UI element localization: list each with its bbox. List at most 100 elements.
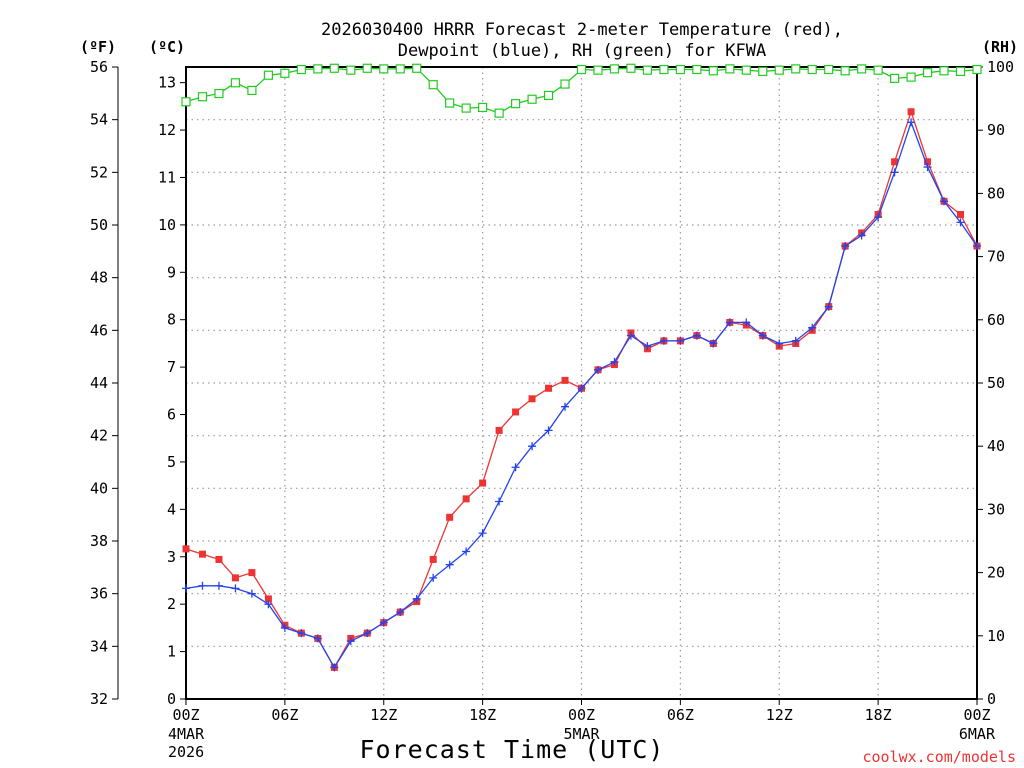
- data-point: [675, 64, 685, 75]
- data-point: [610, 357, 619, 366]
- data-point: [527, 94, 537, 104]
- x-tick-label: 00Z: [172, 706, 199, 724]
- data-point: [264, 600, 273, 609]
- x-tick-label: 18Z: [865, 706, 892, 724]
- data-point: [198, 550, 206, 558]
- data-point: [692, 331, 701, 340]
- data-point: [511, 463, 520, 472]
- x-tick-label: 00Z: [963, 706, 990, 724]
- data-point: [412, 63, 422, 73]
- data-point: [214, 88, 224, 99]
- y-tick-label-rh: 50: [987, 374, 1005, 392]
- data-point: [758, 331, 767, 340]
- y-tick-label-fahrenheit: 40: [90, 479, 108, 497]
- data-point: [379, 64, 389, 74]
- data-point: [362, 63, 372, 73]
- x-date-label: 2026: [168, 743, 204, 761]
- y-tick-label-rh: 30: [987, 500, 1005, 518]
- y-tick-label-celsius: 12: [158, 121, 176, 139]
- y-tick-label-celsius: 7: [167, 358, 176, 376]
- data-point: [478, 529, 487, 538]
- data-point: [445, 98, 455, 108]
- data-point: [824, 64, 834, 75]
- y-tick-label-celsius: 4: [167, 500, 176, 518]
- data-point: [544, 426, 553, 435]
- data-point: [708, 66, 718, 76]
- y-tick-label-rh: 70: [987, 248, 1005, 266]
- y-tick-label-fahrenheit: 34: [90, 637, 108, 655]
- y-tick-label-celsius: 6: [167, 406, 176, 424]
- y-tick-label-fahrenheit: 54: [90, 111, 108, 129]
- y-tick-label-rh: 10: [987, 627, 1005, 645]
- data-point: [626, 331, 635, 340]
- data-point: [907, 118, 916, 127]
- y-tick-label-celsius: 5: [167, 453, 176, 471]
- data-point: [479, 479, 487, 487]
- data-point: [807, 64, 817, 75]
- data-point: [676, 336, 685, 345]
- data-point: [461, 103, 471, 113]
- data-point: [891, 158, 899, 166]
- y-tick-label-celsius: 8: [167, 311, 176, 329]
- data-point: [758, 66, 768, 77]
- data-point: [560, 79, 570, 89]
- y-tick-label-fahrenheit: 32: [90, 690, 108, 708]
- data-point: [890, 168, 899, 177]
- data-point: [956, 218, 965, 227]
- data-point: [725, 64, 735, 74]
- data-point: [873, 65, 883, 75]
- data-point: [462, 495, 470, 503]
- data-point: [329, 63, 339, 73]
- x-date-label: 5MAR: [563, 725, 600, 743]
- series-dewpoint: [182, 118, 981, 672]
- credit-link[interactable]: coolwx.com/models: [862, 748, 1016, 766]
- data-point: [247, 589, 256, 598]
- data-point: [922, 68, 933, 78]
- data-point: [957, 210, 965, 218]
- data-point: [478, 102, 488, 113]
- data-point: [907, 108, 915, 116]
- x-tick-label: 00Z: [568, 706, 595, 724]
- data-point: [215, 555, 223, 563]
- y-tick-label-fahrenheit: 42: [90, 427, 108, 445]
- data-point: [231, 574, 239, 582]
- data-point: [230, 78, 241, 88]
- data-point: [247, 85, 257, 95]
- y-tick-label-fahrenheit: 38: [90, 532, 108, 550]
- data-point: [939, 66, 949, 76]
- data-point: [890, 73, 900, 83]
- data-point: [198, 581, 207, 590]
- data-point: [973, 242, 981, 251]
- x-tick-label: 12Z: [370, 706, 397, 724]
- data-point: [741, 65, 751, 75]
- data-series: [181, 63, 982, 672]
- data-point: [280, 623, 289, 632]
- data-point: [396, 608, 405, 617]
- chart-title-line-1: 2026030400 HRRR Forecast 2-meter Tempera…: [321, 20, 843, 40]
- data-point: [924, 158, 932, 166]
- data-point: [709, 339, 718, 348]
- chart-title-line-2: Dewpoint (blue), RH (green) for KFWA: [398, 41, 766, 61]
- data-point: [445, 560, 454, 569]
- data-point: [725, 318, 734, 327]
- y-tick-label-fahrenheit: 50: [90, 216, 108, 234]
- y-axis-unit-rh: (RH): [982, 38, 1018, 56]
- data-point: [824, 302, 833, 311]
- data-point: [577, 384, 586, 393]
- y-tick-label-fahrenheit: 48: [90, 269, 108, 287]
- data-point: [429, 573, 438, 582]
- series-rh: [181, 63, 982, 118]
- y-tick-label-rh: 20: [987, 564, 1005, 582]
- data-point: [313, 64, 323, 74]
- data-point: [543, 90, 554, 101]
- y-tick-label-celsius: 11: [158, 168, 176, 186]
- y-axis-unit-fahrenheit: (ºF): [80, 38, 116, 56]
- y-tick-label-fahrenheit: 46: [90, 321, 108, 339]
- y-tick-label-rh: 80: [987, 184, 1005, 202]
- data-point: [840, 66, 850, 76]
- data-point: [264, 595, 272, 603]
- data-point: [446, 513, 454, 521]
- data-point: [791, 64, 801, 74]
- data-point: [263, 70, 273, 80]
